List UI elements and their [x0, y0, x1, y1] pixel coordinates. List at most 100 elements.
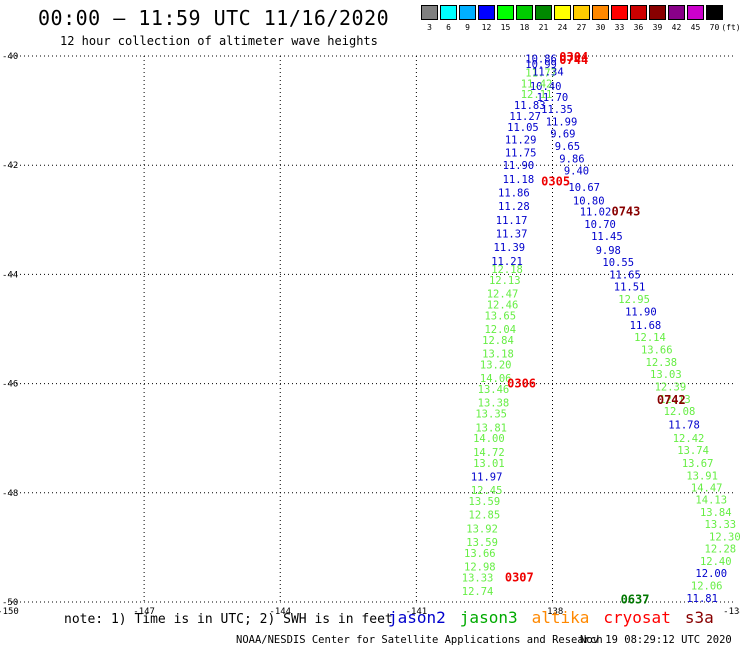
legend-label: 24 — [557, 23, 568, 32]
x-tick-label: -147 — [133, 607, 155, 617]
legend-label: 18 — [519, 23, 530, 32]
wave-height-label: 13.66 — [641, 345, 673, 357]
wave-height-label: 12.30 — [709, 531, 740, 543]
legend-swatch — [440, 5, 457, 20]
wave-height-label: 12.45 — [471, 485, 503, 497]
wave-height-label: 12.28 — [705, 543, 737, 555]
wave-height-label: 11.65 — [609, 269, 641, 281]
wave-height-label: 11.83 — [514, 100, 546, 112]
wave-height-label: 10.67 — [568, 182, 600, 194]
legend-label: 42 — [671, 23, 682, 32]
legend-swatch — [535, 5, 552, 20]
wave-height-label: 9.40 — [564, 166, 589, 178]
wave-height-label: 11.78 — [668, 420, 700, 432]
wave-height-label: 11.02 — [580, 207, 612, 219]
wave-height-label: 11.21 — [491, 256, 523, 268]
wave-height-label: 10.70 — [584, 219, 616, 231]
pass-time-label: 0742 — [657, 393, 686, 407]
satellite-legend: jason2 jason3 altika cryosat s3a — [388, 608, 728, 627]
satellite-cryosat: cryosat — [603, 608, 671, 627]
wave-height-label: 13.59 — [466, 537, 498, 549]
legend-swatch — [687, 5, 704, 20]
wave-height-label: 11.90 — [503, 160, 535, 172]
wave-height-label: 12.00 — [695, 568, 727, 580]
wave-height-label: 12.85 — [469, 510, 501, 522]
x-tick-label: -141 — [406, 607, 428, 617]
wave-height-label: 11.37 — [496, 228, 528, 240]
wave-height-label: 12.18 — [491, 264, 523, 276]
legend-swatch — [554, 5, 571, 20]
x-tick-label: -138 — [542, 607, 564, 617]
wave-height-label: 11.39 — [494, 242, 526, 254]
pass-time-label: 0743 — [611, 205, 640, 219]
wave-height-label: 12.38 — [646, 357, 678, 369]
wave-height-label: 12.06 — [691, 581, 723, 593]
wave-height-label: 13.18 — [482, 349, 514, 361]
y-tick-label: -46 — [2, 380, 18, 390]
wave-height-label: 13.67 — [682, 458, 714, 470]
legend-label: 21 — [538, 23, 549, 32]
wave-height-label: 11.27 — [509, 111, 541, 123]
wave-height-label: 13.59 — [469, 496, 501, 508]
legend-swatch — [649, 5, 666, 20]
wave-height-label: 10.99 — [525, 59, 557, 71]
legend-label: 45 — [690, 23, 701, 32]
wave-height-label: 13.81 — [475, 422, 507, 434]
wave-height-label: 10.40 — [530, 81, 562, 93]
pass-time-label: 0744 — [559, 53, 588, 67]
legend-label: 15 — [500, 23, 511, 32]
y-tick-label: -48 — [2, 489, 18, 499]
satellite-s3a: s3a — [684, 608, 714, 627]
wave-height-label: 12.47 — [487, 289, 519, 301]
y-tick-label: -40 — [2, 52, 18, 62]
y-tick-label: -42 — [2, 161, 18, 171]
wave-height-label: 13.91 — [686, 470, 718, 482]
wave-height-label: 11.90 — [625, 307, 657, 319]
wave-height-label: 13.84 — [700, 507, 732, 519]
wave-height-label: 11.34 — [532, 66, 564, 78]
wave-height-label: 12.98 — [464, 562, 496, 574]
legend-swatch — [573, 5, 590, 20]
page-subtitle: 12 hour collection of altimeter wave hei… — [60, 34, 378, 48]
legend-swatch — [592, 5, 609, 20]
legend-label: 27 — [576, 23, 587, 32]
legend-swatch — [478, 5, 495, 20]
wave-height-label: 11.97 — [471, 471, 503, 483]
wave-height-label: 9.65 — [555, 141, 580, 153]
y-tick-label: -44 — [2, 270, 18, 280]
legend-swatch — [611, 5, 628, 20]
generated-timestamp: Nov 19 08:29:12 UTC 2020 — [580, 634, 732, 646]
legend-label: 9 — [465, 23, 470, 32]
satellite-altika: altika — [531, 608, 590, 627]
legend-label: 70 — [709, 23, 720, 32]
wave-height-label: 13.03 — [650, 369, 682, 381]
wave-height-label: 11.45 — [591, 231, 623, 243]
wave-height-label: 13.66 — [464, 548, 496, 560]
wave-height-label: 14.72 — [473, 447, 505, 459]
wave-height-label: 9.69 — [550, 129, 575, 141]
wave-height-label: 11.42 — [521, 78, 553, 90]
wave-height-label: 11.75 — [505, 148, 537, 160]
wave-height-label: 11.77 — [525, 67, 557, 79]
pass-time-label: 0637 — [621, 592, 650, 606]
wave-height-label: 11.81 — [686, 593, 718, 605]
wave-height-label: 11.18 — [503, 174, 535, 186]
wave-height-label: 11.51 — [614, 281, 646, 293]
legend-label: 36 — [633, 23, 644, 32]
wave-height-label: 12.14 — [634, 332, 666, 344]
wave-height-label: 10.80 — [573, 196, 605, 208]
legend-label: 12 — [481, 23, 492, 32]
wave-height-label: 12.13 — [659, 394, 691, 406]
wave-height-label: 13.35 — [475, 409, 507, 421]
pass-time-label: 0307 — [505, 570, 534, 584]
wave-height-label: 12.08 — [664, 406, 696, 418]
legend-label: 30 — [595, 23, 606, 32]
wave-height-label: 12.74 — [462, 586, 494, 598]
wave-height-label: 13.74 — [677, 445, 709, 457]
x-tick-label: -144 — [269, 607, 291, 617]
x-tick-label: -134 — [723, 607, 740, 617]
wave-height-label: 12.42 — [673, 433, 705, 445]
legend-label: 3 — [427, 23, 432, 32]
